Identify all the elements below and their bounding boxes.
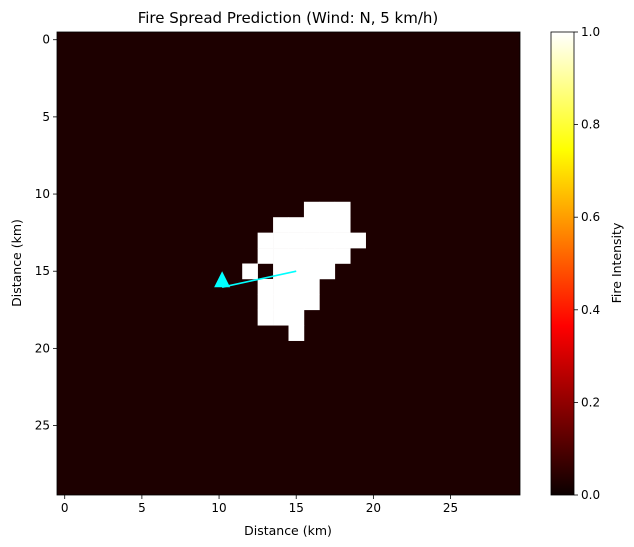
x-tick-label: 5 — [138, 501, 146, 515]
burning-cell — [303, 201, 320, 218]
y-tick-label: 10 — [35, 187, 50, 201]
colorbar-gradient — [550, 31, 575, 496]
burning-cell — [273, 278, 289, 295]
burning-cell — [273, 309, 289, 326]
burning-cell — [257, 248, 274, 264]
burning-cell — [273, 248, 289, 264]
y-tick-label: 20 — [35, 341, 50, 355]
burning-cell — [303, 263, 320, 280]
burning-cell — [303, 248, 320, 264]
burning-cell — [350, 232, 366, 249]
x-tick-label: 15 — [289, 501, 304, 515]
burning-cell — [303, 217, 320, 233]
plot-frame — [56, 31, 521, 496]
burning-cell — [319, 248, 336, 264]
burning-cell — [257, 294, 274, 311]
wind-arrow-shaft — [221, 270, 297, 288]
colorbar-tick-label: 0.6 — [581, 210, 600, 224]
colorbar-label: Fire Intensity — [609, 222, 624, 303]
colorbar: 0.0 0.2 0.4 0.6 0.8 1.0 — [550, 25, 600, 502]
burning-cell — [288, 263, 305, 280]
x-tick-label: 0 — [61, 501, 69, 515]
burning-cell — [288, 309, 305, 326]
wind-arrow-head — [214, 271, 231, 288]
burning-cell — [319, 217, 336, 233]
y-tick-label: 15 — [35, 264, 50, 278]
colorbar-tick-label: 0.2 — [581, 395, 600, 409]
colorbar-tick-label: 0.4 — [581, 303, 600, 317]
wind-arrow — [214, 270, 297, 288]
heatmap — [57, 32, 520, 495]
burning-cell — [288, 232, 305, 249]
burning-cell — [257, 232, 274, 249]
x-tick-label: 10 — [211, 501, 226, 515]
burning-cell — [303, 278, 320, 295]
colorbar-tick-label: 0.0 — [581, 488, 600, 502]
burning-cell — [288, 294, 305, 311]
burning-cell — [257, 309, 274, 326]
burning-cell — [273, 294, 289, 311]
colorbar-tick-label: 1.0 — [581, 25, 600, 39]
burning-cell — [257, 278, 274, 295]
burning-cell — [319, 232, 336, 249]
burning-cell — [288, 325, 305, 341]
colorbar-tick-label: 0.8 — [581, 118, 600, 132]
burning-cell — [288, 278, 305, 295]
chart-title: Fire Spread Prediction (Wind: N, 5 km/h) — [138, 9, 439, 27]
y-tick-label: 5 — [42, 110, 50, 124]
x-tick-label: 25 — [443, 501, 458, 515]
burning-cell — [273, 232, 289, 249]
burning-cell — [303, 294, 320, 311]
burning-cell — [334, 232, 351, 249]
burning-cell — [334, 201, 351, 218]
axes: 0 5 10 15 20 25 0 5 10 15 20 25 — [35, 31, 521, 515]
burning-cell — [242, 263, 258, 280]
burning-cell — [273, 217, 289, 233]
burning-cell — [319, 201, 336, 218]
burning-cell — [288, 217, 305, 233]
burning-cell — [273, 263, 289, 280]
burning-cell — [334, 248, 351, 264]
burning-cell — [303, 232, 320, 249]
y-axis-label: Distance (km) — [9, 219, 24, 307]
x-tick-label: 20 — [366, 501, 381, 515]
y-tick-label: 25 — [35, 419, 50, 433]
burning-cell — [319, 263, 336, 280]
y-tick-label: 0 — [42, 33, 50, 47]
x-axis-label: Distance (km) — [244, 523, 332, 538]
burning-cell — [334, 217, 351, 233]
burning-cell — [288, 248, 305, 264]
